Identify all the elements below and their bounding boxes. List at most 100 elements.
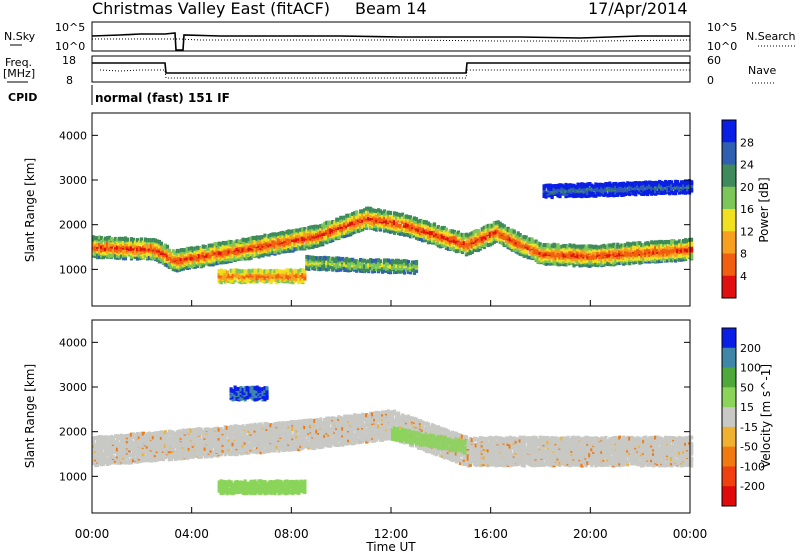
power-cell: [592, 250, 596, 255]
power-cell: [610, 183, 614, 188]
power-cell: [365, 206, 369, 211]
power-cell: [502, 224, 506, 229]
power-cell: [343, 221, 347, 226]
power-cell: [245, 254, 249, 259]
power-cell: [213, 257, 217, 262]
power-cell: [666, 180, 670, 185]
power-cell: [187, 252, 191, 257]
power-cell: [506, 230, 510, 235]
power-cell: [600, 252, 604, 257]
power-cell: [98, 248, 102, 253]
power-cell: [147, 243, 151, 248]
power-cell: [241, 276, 245, 281]
power-cell: [550, 193, 554, 198]
power-cell: [588, 249, 592, 254]
power-cell: [197, 246, 201, 251]
power-cell: [171, 249, 175, 254]
power-cell: [203, 244, 207, 249]
power-cell: [297, 236, 301, 241]
power-cell: [333, 231, 337, 235]
power-cell: [319, 258, 323, 263]
power-cell: [349, 213, 353, 218]
power-cell: [229, 279, 233, 284]
power-cell: [632, 181, 636, 186]
power-cell: [317, 267, 321, 272]
power-cell: [432, 229, 437, 234]
power-cell: [379, 261, 383, 266]
power-cell: [143, 237, 147, 242]
power-cell: [245, 277, 249, 282]
power-cell: [488, 233, 492, 238]
power-cell: [271, 238, 275, 243]
power-cell: [149, 238, 153, 243]
power-cell: [426, 226, 431, 231]
power-cell: [367, 259, 371, 264]
power-cell: [229, 268, 233, 273]
power-cell: [403, 217, 407, 222]
power-cell: [560, 186, 564, 191]
power-cell: [313, 256, 317, 260]
power-cell: [285, 279, 289, 284]
power-cell: [92, 248, 96, 253]
power-cell: [381, 266, 385, 271]
power-cell: [424, 235, 429, 240]
power-cell: [321, 256, 325, 261]
power-cell: [518, 233, 522, 237]
power-cell: [582, 249, 586, 254]
power-cell: [321, 223, 325, 228]
power-cell: [251, 235, 255, 240]
power-cell: [375, 224, 379, 228]
power-cell: [399, 262, 403, 267]
power-cell: [391, 215, 395, 220]
power-cell: [656, 240, 660, 245]
power-cell: [548, 193, 552, 198]
power-cell: [668, 250, 672, 255]
power-cell: [616, 248, 620, 253]
power-cell: [664, 179, 668, 184]
power-cell: [672, 242, 676, 247]
power-cell: [528, 237, 532, 242]
power-cell: [245, 237, 249, 242]
power-cell: [556, 243, 560, 248]
power-cell: [131, 237, 136, 242]
power-cell: [311, 225, 315, 230]
power-cell: [233, 276, 237, 281]
power-cell: [500, 234, 504, 238]
power-cell: [191, 246, 195, 251]
power-cell: [506, 233, 510, 238]
power-cell: [281, 238, 285, 243]
power-cell: [474, 233, 478, 238]
power-cell: [269, 269, 273, 273]
power-cell: [287, 241, 291, 246]
power-cell: [548, 191, 552, 196]
power-cell: [191, 260, 195, 265]
power-cell: [566, 261, 570, 266]
power-cell: [526, 246, 530, 251]
power-cell: [283, 231, 287, 236]
power-cell: [283, 243, 287, 248]
power-cell: [654, 258, 658, 263]
power-cell: [482, 225, 486, 230]
power-cell: [622, 243, 626, 248]
power-cell: [255, 269, 259, 274]
power-cell: [383, 216, 387, 221]
nsky-series-line: [91, 32, 690, 51]
power-cell: [602, 185, 606, 190]
power-cell: [648, 248, 652, 253]
power-cell: [159, 257, 163, 262]
power-cell: [480, 227, 484, 232]
power-cell: [345, 221, 349, 226]
power-cell: [243, 240, 247, 245]
power-cell: [377, 265, 381, 270]
power-cell: [403, 227, 407, 232]
power-cell: [351, 257, 355, 262]
power-cell: [385, 261, 389, 266]
power-cell: [656, 181, 660, 185]
power-cell: [618, 188, 622, 193]
power-cell: [644, 188, 648, 193]
power-cell: [672, 248, 676, 252]
power-cell: [538, 253, 542, 258]
power-cell: [628, 254, 632, 259]
power-cell: [558, 183, 562, 188]
power-cell: [353, 211, 357, 216]
